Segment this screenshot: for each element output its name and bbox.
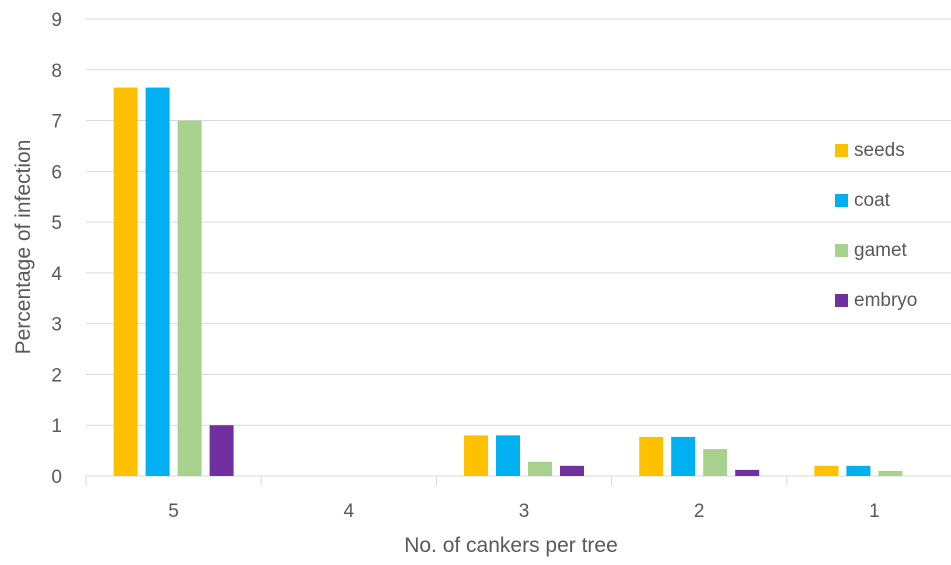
x-tick-label: 2 [694, 501, 705, 522]
y-tick-label: 5 [51, 213, 62, 234]
bar-coat-3 [496, 435, 520, 476]
y-tick-label: 9 [51, 10, 62, 31]
x-tick-label: 4 [344, 501, 355, 522]
bar-coat-1 [846, 465, 871, 476]
x-axis-title: No. of cankers per tree [404, 534, 618, 557]
y-tick-label: 8 [51, 61, 62, 82]
x-tick-labels: 5 4 3 2 1 [168, 501, 879, 522]
bar-seeds-2 [639, 436, 664, 476]
legend-label-embryo: embryo [854, 290, 917, 311]
y-tick-label: 7 [51, 112, 62, 133]
legend-label-coat: coat [854, 190, 891, 211]
legend: seeds coat gamet embryo [835, 140, 917, 311]
bar-gamet-2 [703, 449, 728, 476]
bar-coat-2 [671, 436, 696, 476]
bar-gamet-5 [177, 120, 202, 477]
legend-swatch-seeds [835, 144, 848, 157]
bar-embryo-3 [560, 465, 584, 476]
bars [113, 87, 903, 477]
y-tick-label: 3 [51, 315, 62, 336]
legend-swatch-embryo [835, 294, 848, 307]
legend-swatch-coat [835, 194, 848, 207]
y-tick-label: 1 [51, 416, 62, 437]
legend-label-gamet: gamet [854, 240, 908, 261]
x-tick-label: 1 [869, 501, 880, 522]
gridlines [85, 18, 951, 486]
x-tick-label: 3 [519, 501, 530, 522]
y-tick-label: 6 [51, 162, 62, 183]
legend-swatch-gamet [835, 244, 848, 257]
x-tick-label: 5 [168, 501, 179, 522]
bar-gamet-1 [878, 470, 903, 476]
y-axis-title: Percentage of infection [12, 140, 35, 355]
bar-gamet-3 [528, 461, 552, 476]
bar-seeds-3 [464, 435, 488, 476]
y-tick-label: 4 [51, 264, 62, 285]
bar-coat-5 [145, 87, 170, 477]
y-tick-label: 2 [51, 365, 62, 386]
bar-embryo-5 [209, 425, 234, 476]
legend-label-seeds: seeds [854, 140, 905, 161]
bar-embryo-2 [735, 469, 760, 476]
y-tick-label: 0 [51, 467, 62, 488]
bar-seeds-5 [113, 87, 138, 477]
y-tick-labels: 0 1 2 3 4 5 6 7 8 9 [51, 10, 62, 488]
bar-seeds-1 [814, 465, 839, 476]
